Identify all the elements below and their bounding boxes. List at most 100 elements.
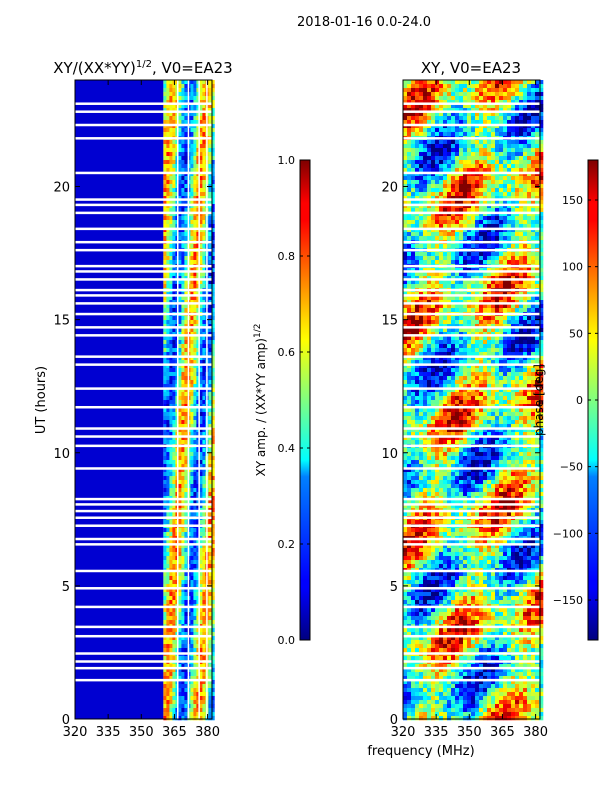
amplitude-time-gap	[75, 467, 212, 470]
phase-cell	[507, 156, 512, 161]
phase-cell	[435, 116, 440, 121]
phase-cell	[451, 304, 456, 309]
amplitude-cell	[211, 204, 215, 209]
phase-cell	[427, 252, 432, 257]
amplitude-cell	[196, 580, 200, 585]
phase-cell	[455, 104, 460, 109]
amplitude-cell	[178, 148, 182, 153]
amplitude-cell	[208, 160, 212, 165]
phase-cell	[439, 100, 444, 105]
phase-cell	[459, 232, 464, 237]
amplitude-cell	[166, 200, 170, 205]
amplitude-cell	[190, 356, 194, 361]
phase-cell	[487, 200, 492, 205]
phase-cell	[459, 80, 464, 85]
phase-cell	[435, 84, 440, 89]
amplitude-cell	[199, 704, 203, 709]
amplitude-cell	[196, 144, 200, 149]
phase-cell	[527, 100, 532, 105]
amplitude-cell	[163, 184, 167, 189]
phase-cell	[527, 256, 532, 261]
amplitude-cell	[202, 628, 206, 633]
amplitude-cell	[190, 464, 194, 469]
phase-cell	[515, 184, 520, 189]
phase-cell	[411, 164, 416, 169]
phase-cell	[531, 320, 536, 325]
phase-cell	[419, 292, 424, 297]
figure-suptitle: 2018-01-16 0.0-24.0	[297, 15, 431, 30]
phase-cell	[455, 92, 460, 97]
amplitude-cell	[169, 92, 173, 97]
amplitude-cell	[190, 596, 194, 601]
phase-cell	[519, 200, 524, 205]
phase-cell	[463, 104, 468, 109]
phase-cell	[427, 184, 432, 189]
phase-cell	[507, 184, 512, 189]
amplitude-cell	[169, 484, 173, 489]
amplitude-cell	[166, 160, 170, 165]
amplitude-cell	[166, 140, 170, 145]
amplitude-cell	[172, 244, 176, 249]
phase-cell	[491, 220, 496, 225]
phase-cell	[411, 108, 416, 113]
phase-cell	[539, 180, 544, 185]
amplitude-cell	[172, 148, 176, 153]
phase-cell	[455, 236, 460, 241]
phase-cell	[431, 200, 436, 205]
amplitude-cell	[184, 544, 188, 549]
phase-cell	[431, 196, 436, 201]
phase-cell	[431, 244, 436, 249]
phase-cell	[443, 268, 448, 273]
phase-cell	[483, 196, 488, 201]
phase-cell	[407, 256, 412, 261]
phase-cell	[415, 268, 420, 273]
phase-cell	[467, 244, 472, 249]
amplitude-cell	[202, 108, 206, 113]
phase-cell	[511, 316, 516, 321]
phase-cell	[511, 180, 516, 185]
phase-cell	[475, 112, 480, 117]
phase-cell	[439, 196, 444, 201]
phase-cell	[491, 308, 496, 313]
amplitude-cell	[169, 512, 173, 517]
phase-cell	[483, 152, 488, 157]
phase-cell	[451, 188, 456, 193]
amplitude-cell	[184, 468, 188, 473]
amplitude-cell	[202, 428, 206, 433]
amplitude-cell	[181, 92, 185, 97]
phase-cell	[503, 156, 508, 161]
amplitude-cell	[196, 140, 200, 145]
phase-cell	[455, 320, 460, 325]
phase-cell	[515, 96, 520, 101]
phase-cell	[419, 268, 424, 273]
phase-cell	[479, 188, 484, 193]
amplitude-cell	[169, 560, 173, 565]
phase-cell	[447, 128, 452, 133]
amplitude-cell	[178, 452, 182, 457]
phase-cell	[519, 296, 524, 301]
phase-cell	[443, 208, 448, 213]
phase-cell	[403, 292, 408, 297]
amplitude-cell	[199, 344, 203, 349]
amplitude-cell	[169, 132, 173, 137]
phase-cell	[539, 292, 544, 297]
phase-cell	[415, 132, 420, 137]
phase-cell	[535, 84, 540, 89]
amplitude-cell	[178, 140, 182, 145]
amplitude-cell	[172, 400, 176, 405]
phase-cell	[511, 256, 516, 261]
phase-cell	[535, 152, 540, 157]
amplitude-cell	[208, 216, 212, 221]
phase-cell	[507, 208, 512, 213]
phase-cell	[527, 276, 532, 281]
amplitude-cell	[166, 436, 170, 441]
amplitude-cell	[211, 468, 215, 473]
phase-cell	[443, 140, 448, 145]
phase-cell	[411, 224, 416, 229]
phase-cell	[511, 212, 516, 217]
amplitude-cell	[172, 220, 176, 225]
phase-cell	[475, 224, 480, 229]
phase-cell	[523, 116, 528, 121]
phase-cell	[407, 116, 412, 121]
amplitude-cell	[166, 544, 170, 549]
